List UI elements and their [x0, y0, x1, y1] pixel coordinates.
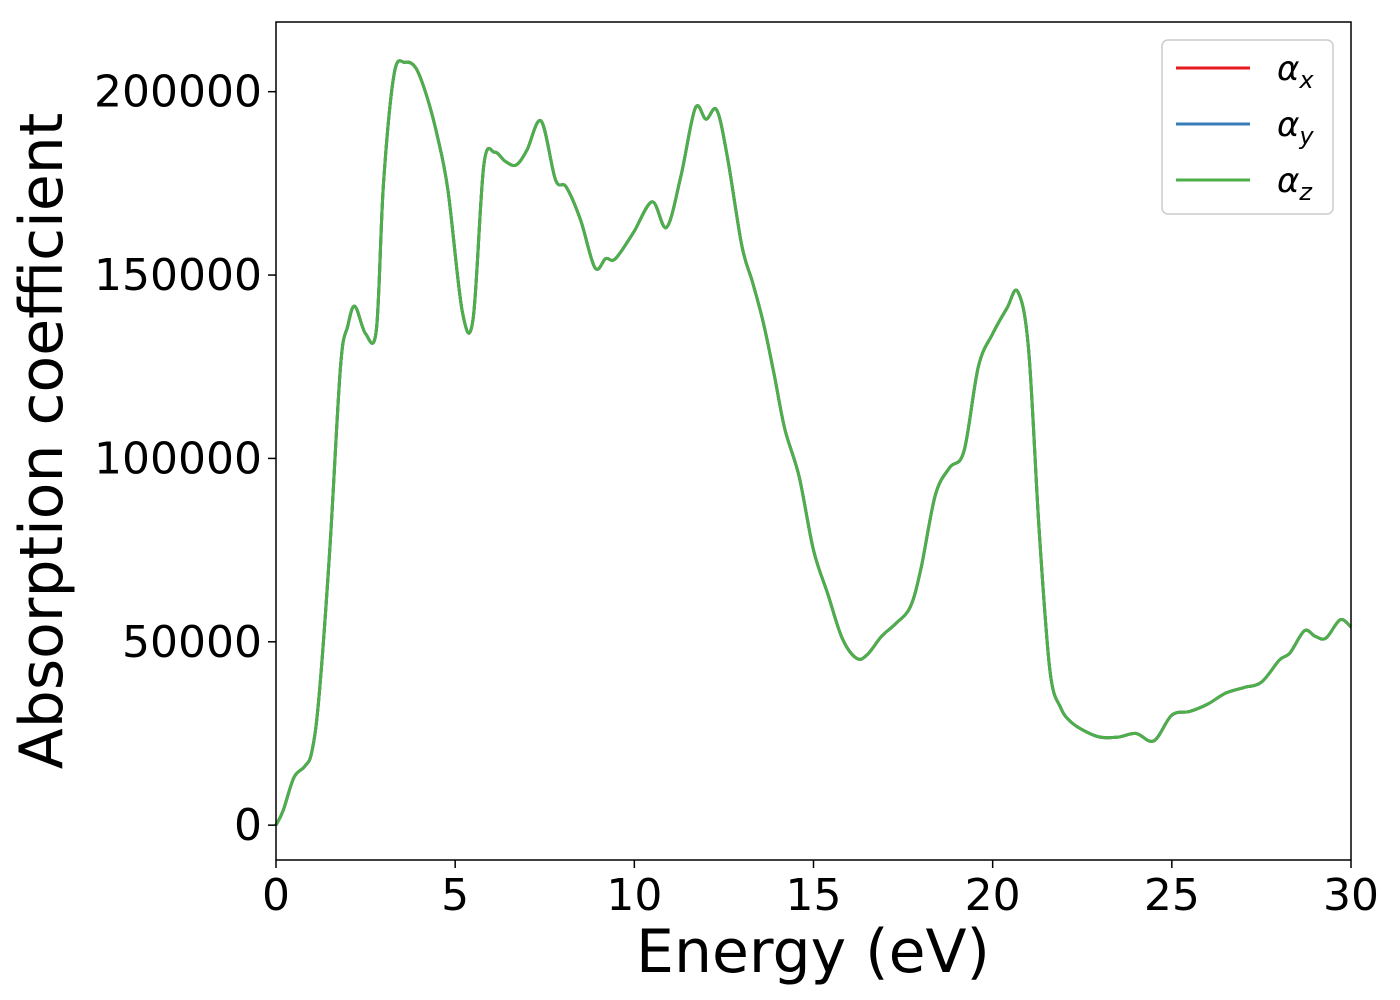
x-tick-label: 20 — [965, 870, 1021, 921]
legend-label-x: αx — [1277, 49, 1314, 94]
legend-frame — [1161, 39, 1334, 215]
y-tick-label: 50000 — [122, 617, 262, 668]
y-axis-ticks: 0 50000 100000 150000 200000 — [94, 67, 276, 851]
x-axis-label: Energy (eV) — [636, 917, 990, 987]
y-tick-label: 100000 — [94, 433, 262, 484]
x-tick-label: 15 — [786, 870, 842, 921]
x-tick-label: 30 — [1323, 870, 1379, 921]
x-tick-label: 5 — [441, 870, 469, 921]
legend-label-y: αy — [1277, 105, 1314, 150]
series-line-z — [274, 59, 1353, 826]
y-tick-label: 150000 — [94, 250, 262, 301]
x-tick-label: 25 — [1144, 870, 1200, 921]
x-axis-ticks: 0 5 10 15 20 25 30 — [262, 860, 1379, 921]
y-tick-label: 0 — [234, 800, 262, 851]
x-tick-label: 0 — [262, 870, 290, 921]
y-axis-label: Absorption coefficient — [7, 113, 77, 770]
series-layer — [274, 59, 1353, 826]
x-tick-label: 10 — [606, 870, 662, 921]
y-tick-label: 200000 — [94, 67, 262, 118]
